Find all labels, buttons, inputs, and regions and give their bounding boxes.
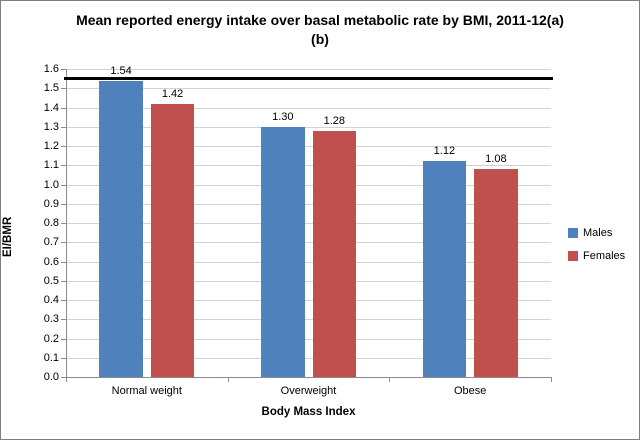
gridline — [66, 300, 551, 301]
x-category-label: Obese — [453, 385, 487, 397]
y-tick-mark — [61, 204, 66, 205]
y-tick-mark — [61, 358, 66, 359]
bar-value-label: 1.30 — [272, 110, 294, 123]
y-tick-label: 0.6 — [43, 256, 59, 268]
x-tick-mark — [66, 378, 67, 382]
gridline — [66, 242, 551, 243]
x-category-label: Normal weight — [111, 385, 182, 397]
y-tick-label: 1.0 — [43, 179, 59, 191]
gridline — [66, 127, 551, 128]
legend: Males Females — [568, 227, 625, 273]
y-tick-mark — [61, 146, 66, 147]
x-axis-title: Body Mass Index — [261, 406, 356, 418]
legend-swatch-females — [568, 251, 578, 261]
y-tick-mark — [61, 262, 66, 263]
bar-males-overweight — [261, 126, 305, 378]
gridline — [66, 223, 551, 224]
gridline — [66, 185, 551, 186]
y-tick-label: 1.3 — [43, 121, 59, 133]
legend-label-females: Females — [583, 250, 626, 262]
bar-value-label: 1.42 — [161, 87, 184, 100]
gridline — [66, 88, 551, 89]
y-tick-mark — [61, 281, 66, 282]
y-tick-mark — [61, 300, 66, 301]
y-tick-mark — [61, 127, 66, 128]
x-tick-mark — [228, 378, 229, 382]
gridline — [66, 165, 551, 166]
legend-label-males: Males — [583, 227, 613, 239]
gridline — [66, 358, 551, 359]
reference-line — [64, 77, 553, 81]
y-axis-title: EI/BMR — [2, 216, 14, 257]
x-axis-line — [66, 377, 552, 378]
y-tick-mark — [61, 319, 66, 320]
bar-value-label: 1.54 — [110, 64, 132, 77]
y-tick-label: 0.1 — [43, 352, 59, 364]
chart-title: Mean reported energy intake over basal m… — [76, 12, 564, 47]
y-tick-mark — [61, 69, 66, 70]
bar-females-normal-weight — [150, 103, 195, 377]
gridline — [66, 262, 551, 263]
x-category-label: Overweight — [280, 385, 337, 397]
legend-swatch-males — [568, 228, 578, 238]
y-tick-label: 0.5 — [43, 275, 59, 287]
bar-value-label: 1.12 — [433, 145, 456, 158]
legend-item-females: Females — [568, 250, 625, 262]
legend-item-males: Males — [568, 227, 625, 239]
y-tick-mark — [61, 377, 66, 378]
gridline — [66, 204, 551, 205]
x-tick-mark — [389, 378, 390, 382]
y-tick-label: 0.8 — [43, 217, 59, 229]
y-tick-label: 0.4 — [43, 294, 59, 306]
y-tick-label: 0.3 — [43, 313, 59, 325]
y-tick-mark — [61, 185, 66, 186]
gridline — [66, 319, 551, 320]
gridline — [66, 108, 551, 109]
y-tick-label: 0.2 — [43, 333, 59, 345]
x-tick-mark — [551, 378, 552, 382]
bar-males-obese — [422, 161, 467, 377]
gridline — [66, 69, 551, 70]
y-tick-mark — [61, 223, 66, 224]
y-tick-label: 1.5 — [43, 82, 59, 94]
bar-value-label: 1.08 — [485, 153, 507, 166]
gridline — [66, 281, 551, 282]
y-tick-label: 0.9 — [43, 198, 59, 210]
y-tick-label: 1.6 — [43, 63, 59, 75]
y-tick-mark — [61, 339, 66, 340]
y-tick-label: 0.0 — [43, 371, 59, 383]
y-tick-mark — [61, 88, 66, 89]
gridline — [66, 339, 551, 340]
y-tick-label: 1.2 — [43, 140, 59, 152]
y-axis-line — [66, 69, 67, 377]
bar-females-obese — [474, 169, 518, 377]
y-tick-mark — [61, 108, 66, 109]
bar-males-normal-weight — [99, 80, 143, 377]
y-tick-label: 1.4 — [43, 102, 59, 114]
bar-females-overweight — [312, 130, 356, 377]
y-tick-mark — [61, 165, 66, 166]
y-tick-label: 0.7 — [43, 236, 59, 248]
y-tick-label: 1.1 — [43, 159, 59, 171]
bar-value-label: 1.28 — [323, 114, 345, 127]
gridline — [66, 146, 551, 147]
y-tick-mark — [61, 242, 66, 243]
